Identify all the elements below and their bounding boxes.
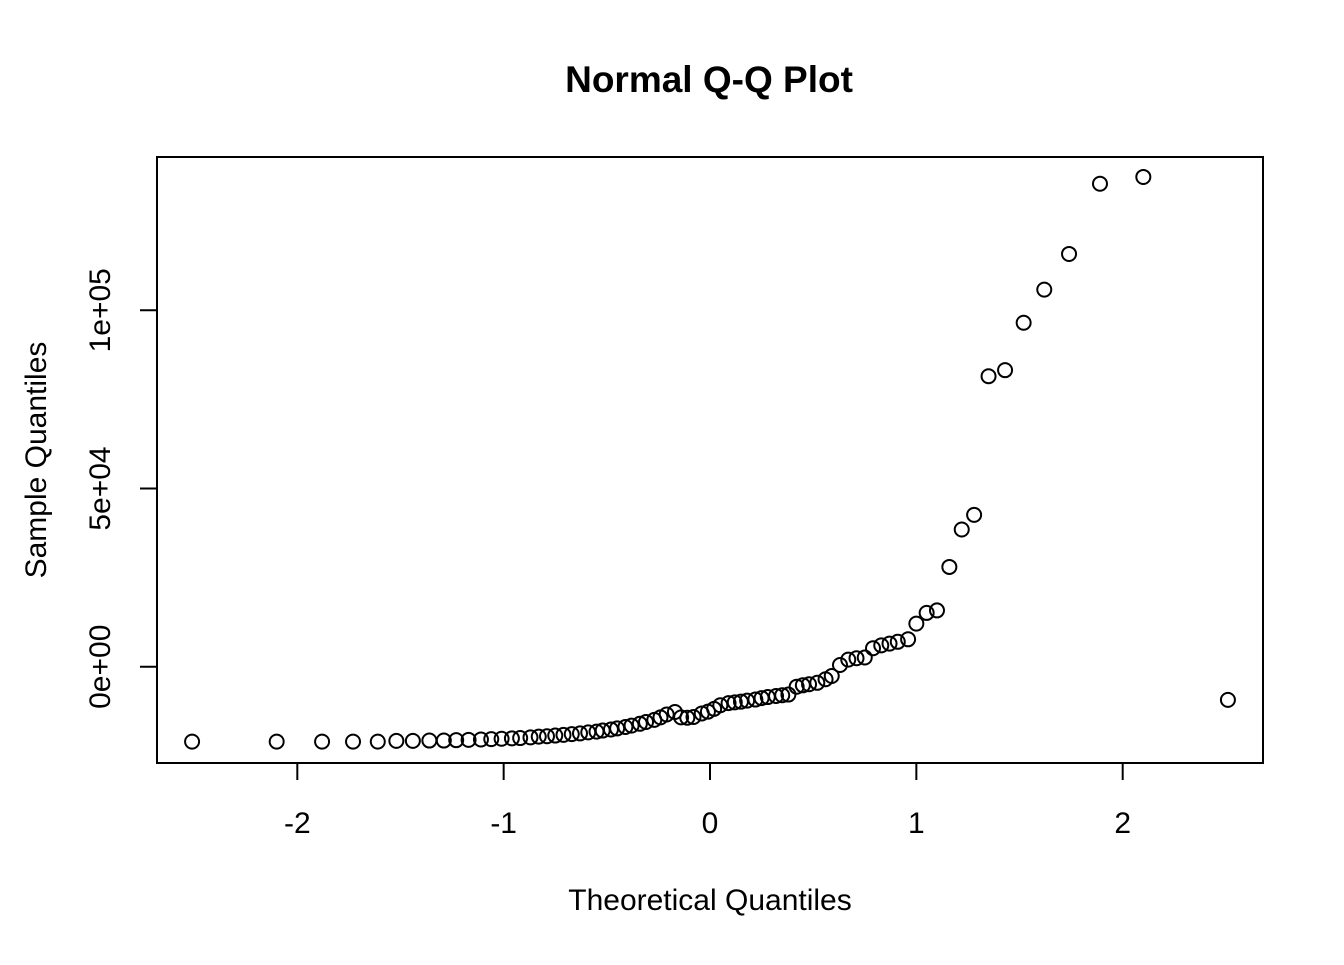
data-point — [831, 656, 848, 673]
y-axis: 0e+00 5e+04 1e+05 — [84, 268, 158, 709]
data-point — [997, 362, 1014, 379]
data-point — [865, 640, 882, 657]
data-point — [572, 725, 589, 742]
data-point — [268, 733, 285, 750]
data-point — [980, 368, 997, 385]
x-tick-label: -2 — [284, 807, 311, 840]
data-point — [1091, 175, 1108, 192]
data-point — [768, 687, 785, 704]
x-tick-label: 1 — [908, 807, 925, 840]
data-point — [547, 727, 564, 744]
data-point — [448, 732, 465, 749]
data-point — [747, 691, 764, 708]
data-point — [685, 709, 702, 726]
data-point — [848, 650, 865, 667]
data-point — [512, 730, 529, 747]
data-point — [404, 732, 421, 749]
data-point — [788, 678, 805, 695]
y-tick-label: 1e+05 — [84, 268, 117, 352]
plot-frame — [156, 156, 1264, 764]
data-point — [774, 687, 791, 704]
data-point — [563, 726, 580, 743]
data-point — [966, 506, 983, 523]
data-point — [856, 649, 873, 666]
chart-title: Normal Q-Q Plot — [565, 59, 853, 100]
data-point — [623, 717, 640, 734]
data-points — [184, 168, 1236, 750]
data-point — [460, 731, 477, 748]
data-point — [873, 637, 890, 654]
data-point — [889, 633, 906, 650]
data-point — [538, 728, 555, 745]
data-point — [918, 604, 935, 621]
data-point — [421, 732, 438, 749]
x-tick-label: 0 — [702, 807, 719, 840]
data-point — [941, 558, 958, 575]
data-point — [823, 668, 840, 685]
data-point — [638, 714, 655, 731]
x-axis: -2 -1 0 1 2 — [284, 762, 1131, 840]
data-point — [840, 651, 857, 668]
data-point — [631, 715, 648, 732]
data-point — [953, 521, 970, 538]
data-point — [493, 730, 510, 747]
data-point — [809, 674, 826, 691]
data-point — [314, 733, 331, 750]
x-axis-label: Theoretical Quantiles — [568, 884, 851, 917]
data-point — [388, 732, 405, 749]
x-tick-label: -1 — [490, 807, 517, 840]
data-point — [801, 676, 818, 693]
y-tick-label: 5e+04 — [84, 446, 117, 530]
x-tick-label: 2 — [1114, 807, 1131, 840]
data-point — [673, 709, 690, 726]
data-point — [1036, 281, 1053, 298]
data-point — [1135, 168, 1152, 185]
data-point — [184, 733, 201, 750]
data-point — [1219, 691, 1236, 708]
data-point — [1015, 314, 1032, 331]
data-point — [908, 615, 925, 632]
data-point — [617, 718, 634, 735]
data-point — [345, 733, 362, 750]
data-point — [720, 695, 737, 712]
y-axis-label: Sample Quantiles — [20, 342, 53, 579]
data-point — [928, 602, 945, 619]
data-point — [435, 732, 452, 749]
data-point — [679, 709, 696, 726]
data-point — [472, 731, 489, 748]
data-point — [881, 635, 898, 652]
data-point — [530, 728, 547, 745]
data-point — [369, 733, 386, 750]
data-point — [900, 631, 917, 648]
data-point — [483, 731, 500, 748]
data-point — [726, 694, 743, 711]
y-tick-label: 0e+00 — [84, 625, 117, 709]
data-point — [503, 730, 520, 747]
data-point — [555, 726, 572, 743]
data-point — [1061, 245, 1078, 262]
data-point — [522, 729, 539, 746]
